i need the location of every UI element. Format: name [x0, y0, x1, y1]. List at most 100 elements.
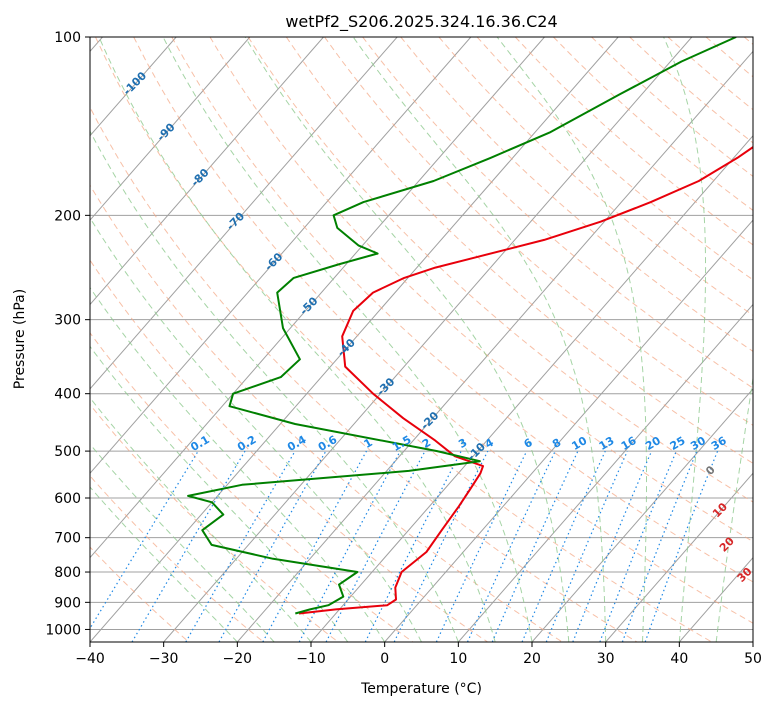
x-tick-label: 50 — [744, 651, 762, 667]
y-axis: 100 200 300 400 500 600 700 800 900 1000 — [45, 30, 90, 638]
moist-adiabat-line — [715, 375, 753, 642]
x-tick-label: −40 — [75, 651, 105, 667]
dry-adiabat-line — [90, 259, 488, 642]
moist-adiabat-line — [90, 443, 275, 642]
background-lines — [90, 37, 753, 642]
moist-adiabat-line — [90, 286, 386, 642]
mixing-ratio-label: 3 — [456, 436, 469, 451]
mixing-ratio-line — [599, 450, 677, 642]
moist-adiabat-line — [90, 130, 459, 642]
moist-adiabat-line — [162, 37, 533, 642]
dry-adiabat-line — [285, 37, 753, 464]
y-tick-label: 400 — [54, 387, 81, 403]
dry-adiabat-line — [553, 37, 753, 211]
y-tick-label: 600 — [54, 491, 81, 507]
y-tick-label: 1000 — [45, 622, 81, 638]
dry-adiabat-line — [209, 37, 753, 543]
mixing-ratio-label: 36 — [709, 434, 729, 453]
mixing-ratio-label: 8 — [550, 436, 563, 451]
dry-adiabat-line — [171, 37, 753, 583]
isotherm-line — [90, 37, 251, 221]
x-tick-label: 40 — [670, 651, 688, 667]
moist-adiabat-line — [90, 345, 349, 642]
x-tick-label: 30 — [597, 651, 615, 667]
dry-adiabat-line — [90, 332, 414, 642]
mixing-ratio-label: 10 — [569, 434, 589, 453]
plot-frame — [89, 36, 754, 643]
temperature-profile-line — [298, 145, 753, 615]
x-tick-label: 20 — [523, 651, 541, 667]
moist-adiabat-line — [663, 37, 707, 642]
isotherm-line — [605, 472, 753, 642]
y-tick-label: 700 — [54, 531, 81, 547]
x-tick-label: −30 — [149, 651, 179, 667]
mixing-ratio-label: 25 — [668, 434, 688, 453]
moist-adiabat-label: 0 — [703, 463, 718, 478]
dry-adiabat-line — [90, 106, 638, 642]
dewpoint-profile-line — [187, 37, 737, 615]
y-tick-label: 500 — [54, 444, 81, 460]
isotherm-line — [531, 388, 753, 642]
moist-adiabat-line — [90, 216, 422, 642]
isotherm-line — [90, 37, 472, 475]
dry-adiabat-line — [90, 475, 264, 642]
isopleth-labels: 0.1 0.2 0.4 0.6 1 1.5 2 3 4 6 8 10 13 16 20 25 30 36-100-… — [121, 69, 775, 612]
dry-adiabat-line — [90, 403, 339, 642]
mixing-ratio-line — [644, 450, 719, 642]
moist-adiabat-line — [496, 37, 647, 642]
mixing-ratio-line — [131, 450, 246, 642]
dry-adiabat-line — [90, 184, 563, 642]
dry-adiabat-line — [400, 37, 753, 352]
isotherm-line — [236, 50, 753, 642]
moist-adiabat-line — [352, 37, 607, 642]
mixing-ratio-line — [393, 450, 489, 642]
dry-adiabat-line — [362, 37, 753, 389]
x-axis-title: Temperature (°C) — [360, 681, 482, 697]
profile-series — [187, 37, 753, 615]
isotherm-line — [90, 37, 398, 390]
dry-adiabat-line — [95, 37, 712, 642]
moist-adiabat-line — [98, 37, 496, 642]
isotherm-line — [90, 37, 619, 642]
y-tick-label: 900 — [54, 595, 81, 611]
y-tick-label: 800 — [54, 565, 81, 581]
isotherm-line — [752, 641, 753, 642]
x-tick-label: −20 — [223, 651, 253, 667]
mixing-ratio-line — [466, 450, 556, 642]
mixing-ratio-line — [491, 450, 579, 642]
isotherm-line — [384, 219, 753, 642]
y-tick-label: 100 — [54, 30, 81, 46]
x-axis: −40 −30 −20 −10 0 10 20 30 40 50 — [75, 642, 762, 667]
y-tick-label: 300 — [54, 313, 81, 329]
x-tick-label: −10 — [296, 651, 326, 667]
mixing-ratio-line — [572, 450, 653, 642]
isotherm-line — [163, 37, 693, 642]
mixing-ratio-line — [298, 450, 401, 642]
dry-adiabat-line — [743, 37, 753, 45]
x-tick-label: 0 — [380, 651, 389, 667]
mixing-ratio-label: 13 — [597, 434, 617, 453]
y-axis-title: Pressure (hPa) — [12, 289, 28, 389]
mixing-ratio-line — [435, 450, 528, 642]
isotherm-line — [457, 303, 753, 642]
mixing-ratio-line — [621, 450, 698, 642]
y-tick-label: 200 — [54, 208, 81, 224]
isotherm-line — [90, 37, 545, 559]
moist-adiabat-line — [244, 37, 570, 642]
mixing-ratio-label: 30 — [688, 434, 708, 453]
dry-adiabat-line — [133, 37, 753, 624]
x-tick-label: 10 — [449, 651, 467, 667]
isotherm-line — [90, 37, 324, 306]
dry-adiabat-line — [438, 37, 753, 316]
moist-adiabat-label: 40 — [755, 592, 775, 612]
dry-adiabat-line — [705, 37, 753, 78]
moist-adiabat-label: 30 — [735, 565, 755, 585]
dry-adiabat-line — [247, 37, 753, 503]
dry-adiabat-line — [591, 37, 753, 177]
dry-adiabat-line — [476, 37, 753, 281]
chart-title: wetPf2_S206.2025.324.16.36.C24 — [285, 12, 557, 32]
isotherm-line — [310, 134, 753, 642]
mixing-ratio-line — [262, 450, 368, 642]
mixing-ratio-label: 6 — [522, 436, 535, 451]
